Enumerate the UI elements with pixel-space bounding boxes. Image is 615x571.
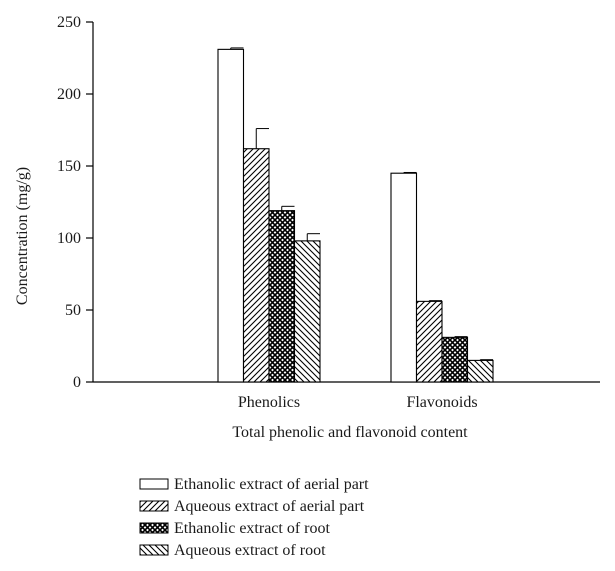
- legend-swatch: [139, 522, 169, 534]
- bar: [415, 300, 443, 383]
- legend-label: Aqueous extract of root: [174, 542, 326, 559]
- bar: [242, 148, 270, 383]
- legend-swatch: [139, 478, 169, 490]
- bar: [293, 240, 321, 383]
- legend-label: Ethanolic extract of root: [174, 520, 330, 537]
- x-tick-label: Phenolics: [238, 394, 300, 411]
- y-tick-label: 100: [57, 230, 81, 247]
- bar: [217, 48, 245, 383]
- legend: Ethanolic extract of aerial part Aqueous …: [139, 476, 369, 559]
- y-tick-label: 200: [57, 86, 81, 103]
- x-tick-label: Flavonoids: [406, 394, 477, 411]
- bar: [268, 210, 296, 383]
- legend-swatch: [139, 544, 169, 556]
- y-tick-label: 50: [65, 302, 81, 319]
- bar: [466, 359, 494, 383]
- bar: [390, 172, 418, 383]
- legend-swatch: [139, 500, 169, 512]
- bar: [441, 336, 469, 383]
- legend-label: Aqueous extract of aerial part: [174, 498, 365, 515]
- x-axis-title: Total phenolic and flavonoid content: [232, 424, 468, 441]
- y-axis-title: Concentration (mg/g): [14, 167, 31, 305]
- legend-label: Ethanolic extract of aerial part: [174, 476, 369, 493]
- y-tick-label: 250: [57, 14, 81, 31]
- y-tick-label: 0: [73, 374, 81, 391]
- y-tick-label: 150: [57, 158, 81, 175]
